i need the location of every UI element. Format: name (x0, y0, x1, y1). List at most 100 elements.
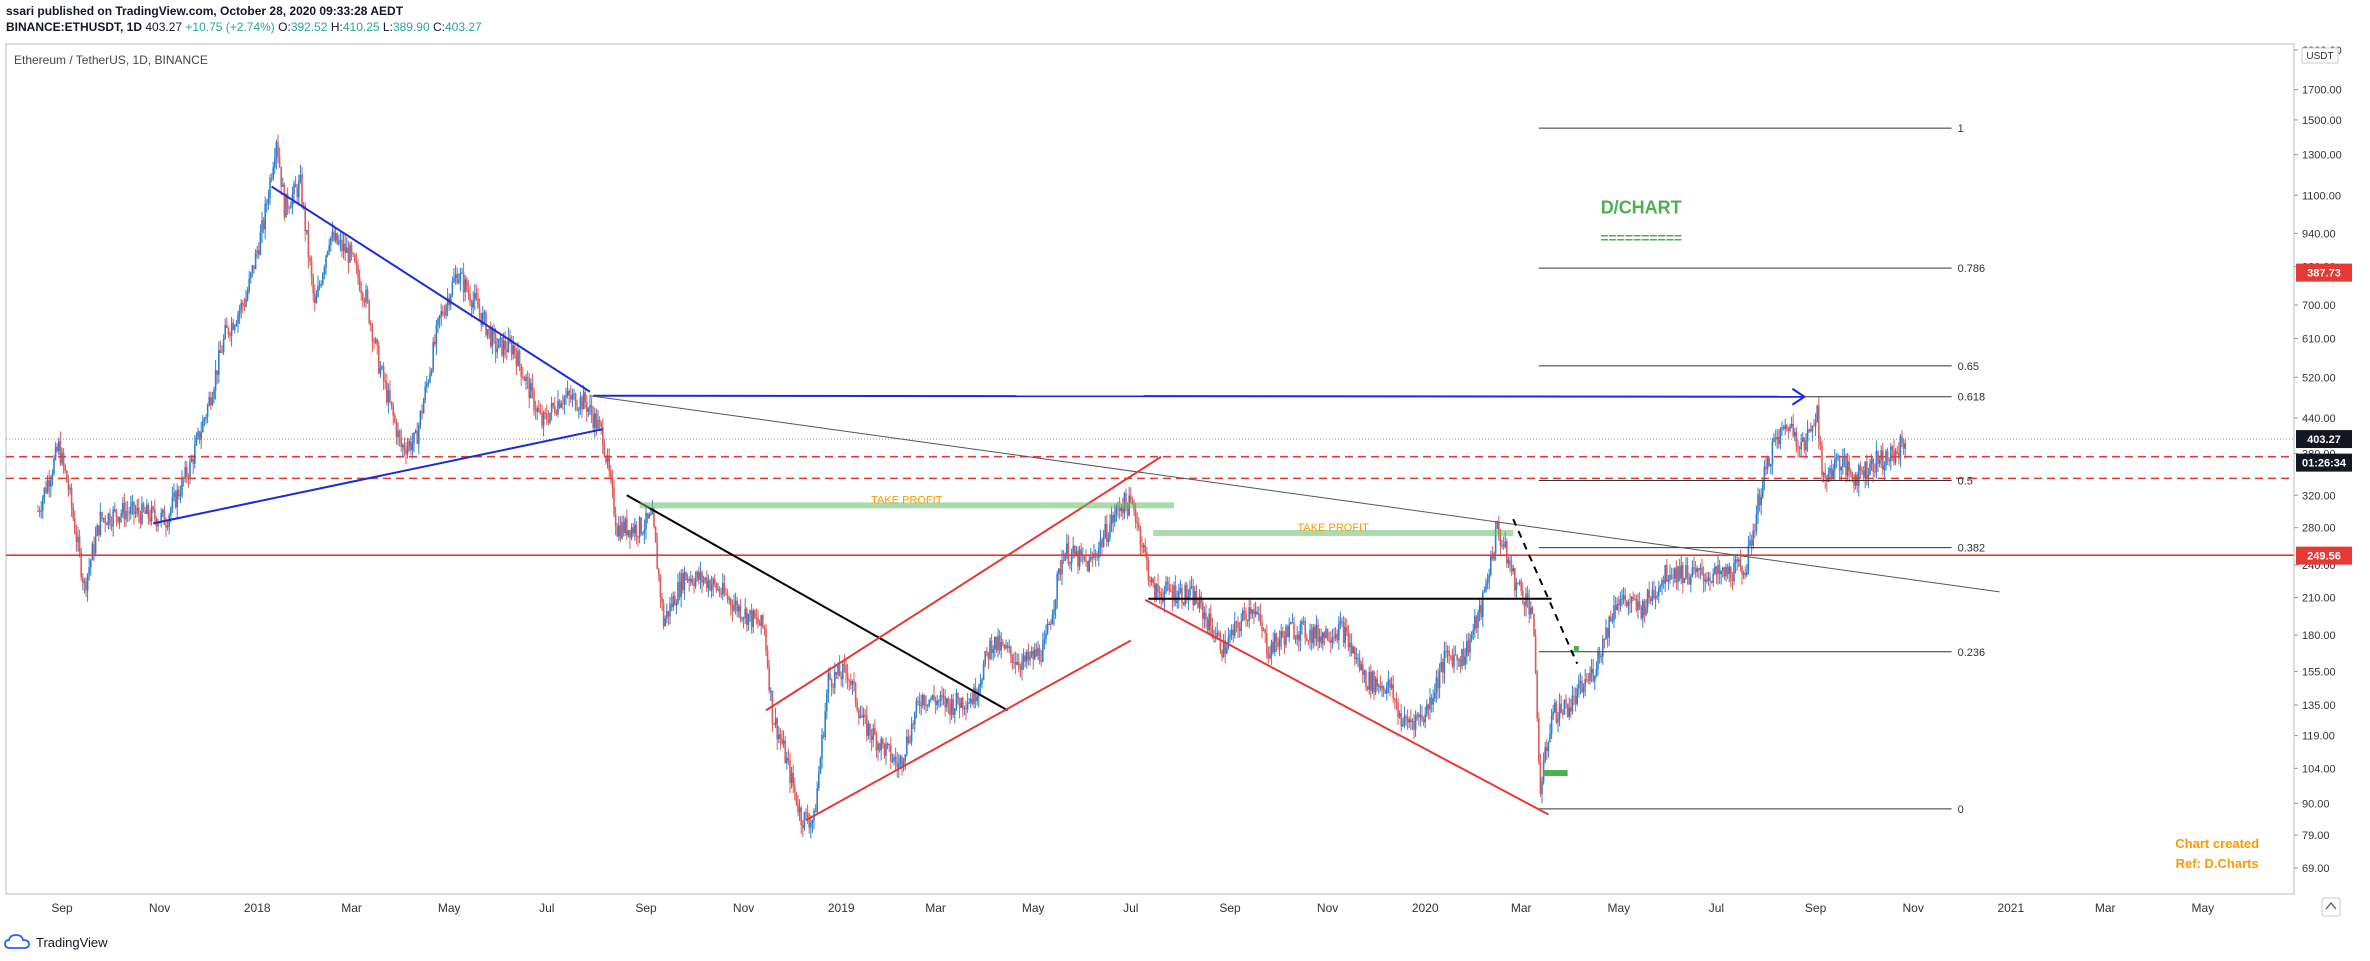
candle-body (1794, 431, 1796, 437)
candle-body (845, 664, 847, 674)
candle-body (325, 255, 327, 268)
candle-body (992, 649, 994, 653)
candle-body (1182, 602, 1185, 605)
candle-body (918, 701, 921, 706)
candle-body (323, 267, 326, 274)
candle-body (1155, 584, 1158, 600)
candle-body (984, 651, 986, 665)
candle-body (1702, 574, 1705, 582)
candle-body (1238, 628, 1241, 631)
candle-body (619, 525, 622, 539)
candle-body (1534, 635, 1537, 674)
candle-body (901, 756, 903, 767)
candle-body (1106, 523, 1108, 542)
candle-body (712, 579, 714, 586)
candle-body (1642, 601, 1644, 619)
candle-body (1107, 537, 1110, 542)
candle-body (829, 673, 831, 680)
candle-body (795, 792, 798, 805)
candle-body (264, 203, 266, 230)
candle-body (299, 174, 302, 182)
candle-body (1664, 565, 1666, 584)
candle-body (976, 696, 978, 702)
candle-body (1594, 675, 1596, 681)
candle-body (1290, 622, 1292, 625)
candle-body (181, 477, 183, 496)
candle-body (885, 744, 887, 756)
candle-body (166, 526, 169, 528)
candle-body (1384, 690, 1386, 694)
candle-body (1104, 523, 1106, 537)
candle-body (1448, 651, 1450, 656)
candle-body (877, 743, 879, 751)
candle-body (1685, 565, 1687, 579)
candle-body (622, 521, 625, 534)
candle-body (1509, 559, 1511, 566)
fib-level-label: 0.65 (1958, 361, 1979, 373)
candle-body (598, 420, 601, 423)
candle-body (339, 240, 342, 242)
candle-body (914, 712, 916, 725)
candle-body (330, 237, 332, 246)
candle-body (1160, 592, 1162, 600)
candle-body (1538, 718, 1540, 763)
x-tick-label: May (2191, 901, 2214, 915)
footer-brand[interactable]: TradingView (4, 934, 108, 950)
candle-body (1408, 719, 1410, 723)
candle-body (451, 281, 454, 296)
candle-body (774, 718, 777, 725)
candle-body (400, 437, 402, 448)
candle-body (902, 761, 905, 767)
candle-body (1530, 607, 1532, 615)
candle-body (274, 158, 276, 168)
candle-body (1011, 654, 1014, 663)
candle-body (333, 231, 335, 241)
candle-body (1195, 590, 1198, 603)
candle-body (45, 487, 47, 493)
candle-body (1536, 673, 1538, 719)
candle-body (462, 272, 465, 293)
candle-body (1795, 431, 1798, 447)
candle-body (1331, 637, 1334, 643)
candle-body (610, 470, 612, 478)
candle-body (467, 289, 470, 294)
candle-body (474, 293, 476, 301)
candle-body (59, 441, 62, 464)
symbol-text: BINANCE:ETHUSDT, 1D (6, 20, 143, 34)
candle-body (1429, 697, 1431, 710)
candle-body (1464, 656, 1466, 666)
candle-body (840, 676, 842, 680)
candle-body (1747, 546, 1750, 572)
candle-body (1291, 622, 1294, 624)
candle-body (1186, 584, 1188, 600)
take-profit-label: TAKE PROFIT (1298, 522, 1370, 534)
candle-body (266, 203, 268, 205)
axis-settings-icon[interactable] (2321, 897, 2341, 917)
plot-area[interactable] (5, 43, 2295, 895)
candle-body (715, 583, 718, 590)
candle-body (843, 663, 846, 665)
candle-body (904, 754, 906, 762)
price-tag-label: 403.27 (2307, 434, 2341, 446)
candle-body (1344, 627, 1346, 643)
candle-body (1496, 521, 1498, 530)
candle-body (384, 381, 386, 383)
candle-body (1054, 599, 1057, 610)
candle-body (54, 446, 57, 459)
candle-body (1243, 610, 1246, 614)
candle-body (464, 279, 466, 293)
candle-body (942, 696, 945, 698)
candle-body (1184, 584, 1186, 605)
candle-body (1387, 679, 1390, 686)
candle-body (1008, 646, 1010, 648)
candle-body (1171, 591, 1174, 601)
candle-body (390, 401, 393, 406)
candle-body (1862, 470, 1865, 478)
candle-body (1328, 640, 1330, 642)
candle-body (1114, 514, 1116, 523)
candle-body (734, 600, 737, 605)
candle-body (206, 405, 209, 417)
candle-body (90, 560, 92, 568)
candle-body (803, 812, 806, 828)
